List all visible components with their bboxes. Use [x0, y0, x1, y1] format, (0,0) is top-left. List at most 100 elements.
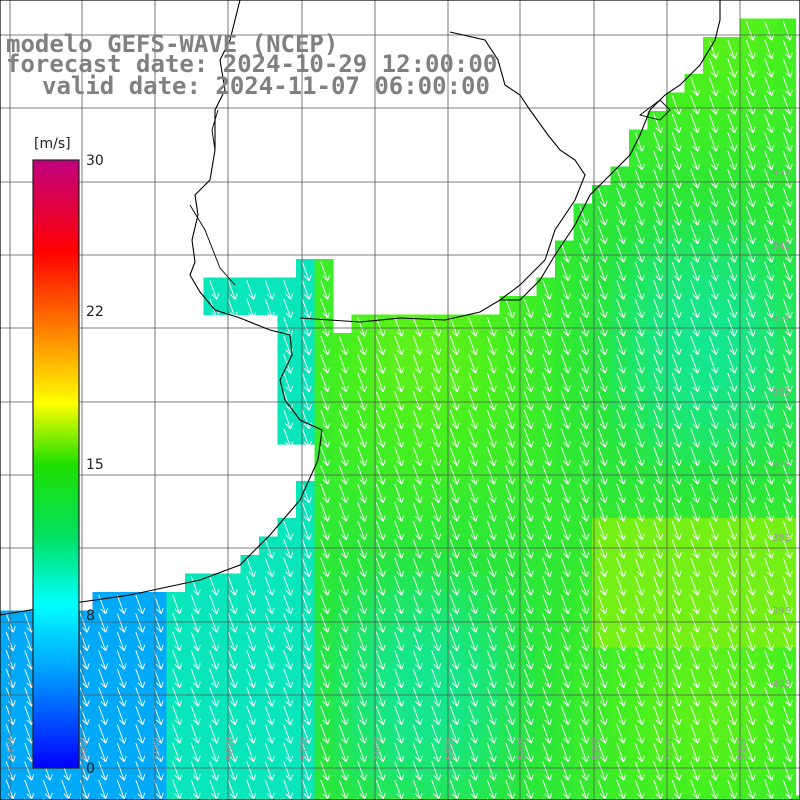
wind-cell: [333, 333, 353, 353]
wind-arrow: [209, 742, 220, 763]
wind-cell: [166, 666, 186, 686]
wind-arrow: [764, 206, 775, 226]
wind-cell: [610, 592, 630, 612]
wind-arrow: [264, 539, 275, 559]
wind-cell: [573, 351, 593, 371]
wind-cell: [703, 555, 723, 575]
wind-arrow: [634, 298, 645, 319]
wind-arrow: [597, 668, 608, 689]
wind-arrow: [505, 557, 516, 578]
wind-arrow: [690, 576, 701, 596]
wind-arrow: [375, 335, 386, 356]
wind-arrow: [190, 687, 201, 707]
wind-cell: [499, 666, 519, 686]
wind-cell: [92, 684, 112, 704]
wind-arrow: [782, 169, 793, 189]
wind-arrow: [357, 520, 368, 541]
wind-cell: [592, 444, 612, 464]
wind-cell: [92, 740, 112, 760]
wind-arrow: [782, 705, 793, 726]
wind-cell: [573, 388, 593, 408]
wind-arrow: [708, 668, 719, 689]
wind-arrow: [486, 650, 497, 670]
wind-cell: [555, 629, 575, 649]
wind-arrow: [283, 520, 294, 541]
wind-arrow: [153, 668, 164, 689]
wind-arrow: [505, 594, 516, 615]
wind-cell: [573, 259, 593, 279]
wind-cell: [721, 277, 741, 297]
wind-cell: [758, 610, 778, 630]
wind-cell: [740, 74, 760, 94]
wind-cell: [740, 388, 760, 408]
wind-arrow: [764, 39, 775, 60]
wind-arrow: [468, 391, 479, 411]
wind-cell: [592, 462, 612, 482]
wind-cell: [351, 555, 371, 575]
wind-arrow: [523, 317, 534, 337]
wind-arrow: [782, 668, 793, 689]
wind-arrow: [338, 761, 349, 781]
wind-cell: [222, 573, 242, 593]
wind-arrow: [764, 76, 775, 97]
wind-cell: [148, 629, 168, 649]
wind-arrow: [727, 428, 738, 448]
wind-arrow: [431, 576, 442, 596]
wind-arrow: [782, 354, 793, 374]
wind-cell: [592, 499, 612, 519]
wind-arrow: [468, 594, 479, 615]
wind-arrow: [616, 483, 627, 504]
wind-arrow: [671, 650, 682, 670]
wind-arrow: [338, 613, 349, 633]
wind-arrow: [782, 280, 793, 300]
wind-cell: [703, 111, 723, 131]
wind-arrow: [172, 761, 183, 781]
wind-cell: [721, 721, 741, 741]
wind-cell: [296, 370, 316, 390]
wind-cell: [555, 721, 575, 741]
wind-arrow: [708, 206, 719, 226]
wind-cell: [518, 684, 538, 704]
wind-cell: [481, 333, 501, 353]
wind-cell: [240, 629, 260, 649]
wind-cell: [684, 647, 704, 667]
wind-cell: [425, 555, 445, 575]
wind-cell: [721, 37, 741, 57]
wind-cell: [499, 684, 519, 704]
wind-cell: [629, 666, 649, 686]
wind-cell: [573, 610, 593, 630]
wind-arrow: [523, 335, 534, 356]
wind-cell: [555, 703, 575, 723]
wind-cell: [333, 666, 353, 686]
wind-arrow: [671, 224, 682, 245]
wind-cell: [277, 277, 297, 297]
wind-cell: [758, 55, 778, 75]
wind-cell: [740, 185, 760, 205]
wind-arrow: [579, 446, 590, 467]
wind-cell: [259, 573, 279, 593]
wind-arrow: [375, 539, 386, 559]
wind-cell: [444, 425, 464, 445]
wind-cell: [684, 296, 704, 316]
wind-arrow: [745, 539, 756, 559]
wind-arrow: [745, 372, 756, 393]
wind-arrow: [708, 650, 719, 670]
wind-arrow: [764, 576, 775, 596]
wind-arrow: [597, 539, 608, 559]
wind-cell: [684, 407, 704, 427]
wind-cell: [462, 592, 482, 612]
wind-arrow: [264, 779, 275, 800]
wind-arrow: [542, 298, 553, 319]
wind-cell: [592, 277, 612, 297]
wind-arrow: [597, 206, 608, 226]
wind-cell: [481, 370, 501, 390]
wind-arrow: [671, 705, 682, 726]
wind-arrow: [338, 594, 349, 615]
wind-cell: [629, 610, 649, 630]
wind-cell: [370, 629, 390, 649]
wind-cell: [277, 351, 297, 371]
wind-arrow: [320, 261, 331, 282]
wind-cell: [314, 499, 334, 519]
wind-cell: [629, 481, 649, 501]
colorbar-tick-30: 30: [86, 153, 104, 169]
